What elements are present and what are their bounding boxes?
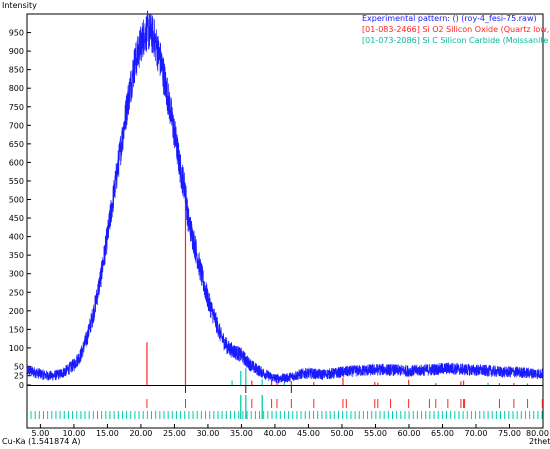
y-tick-label: 800	[9, 84, 24, 93]
legend-item-experimental: Experimental pattern: () (roy-4_fesi-75.…	[362, 14, 537, 23]
y-tick-label: 600	[9, 158, 24, 167]
x-tick-label: 45.00	[297, 429, 320, 438]
y-tick-label: 150	[9, 325, 24, 334]
x-tick-label: 20.00	[129, 429, 152, 438]
reference-sticks	[30, 386, 543, 419]
x-axis-title: 2theta	[529, 437, 550, 446]
x-tick-label: 40.00	[263, 429, 286, 438]
plot-frame	[26, 13, 544, 429]
x-end-label: 80.00	[526, 429, 549, 438]
y-tick-label: 350	[9, 251, 24, 260]
y-tick-label: 400	[9, 233, 24, 242]
y-tick-label: 250	[9, 288, 24, 297]
x-tick-label: 65.00	[431, 429, 454, 438]
x-tick-label: 25.00	[163, 429, 186, 438]
x-tick-label: 30.00	[196, 429, 219, 438]
y-tick-label: 450	[9, 214, 24, 223]
legend: Experimental pattern: () (roy-4_fesi-75.…	[362, 14, 550, 45]
x-tick-label: 55.00	[364, 429, 387, 438]
experimental-pattern-line	[26, 10, 544, 384]
y-tick-label: 25	[14, 372, 24, 381]
legend-item-silicon-oxide: [01-083-2466] Si O2 Silicon Oxide (Quart…	[362, 25, 550, 34]
x-tick-label: 70.00	[465, 429, 488, 438]
y-tick-label: 750	[9, 103, 24, 112]
y-tick-label: 50	[14, 362, 24, 371]
y-tick-label: 950	[9, 29, 24, 38]
x-tick-label: 75.00	[498, 429, 521, 438]
x-tick-label: 10.00	[62, 429, 85, 438]
y-tick-label: 850	[9, 66, 24, 75]
x-tick-label: 5.00	[31, 429, 49, 438]
x-axis: 5.00 10.00 15.00 20.00 25.00 30.00 35.00 40.00 4…	[31, 424, 521, 438]
wavelength-label: Cu-Ka (1.541874 A)	[2, 437, 81, 446]
y-tick-label: 500	[9, 196, 24, 205]
y-tick-label: 650	[9, 140, 24, 149]
y-tick-label: 300	[9, 270, 24, 279]
y-tick-label: 200	[9, 307, 24, 316]
y-tick-label: 0	[19, 381, 24, 390]
x-tick-label: 15.00	[96, 429, 119, 438]
legend-item-silicon-carbide: [01-073-2086] Si C Silicon Carbide (Mois…	[362, 36, 550, 45]
y-tick-label: 100	[9, 344, 24, 353]
y-tick-label: 550	[9, 177, 24, 186]
y-tick-label: 900	[9, 47, 24, 56]
y-tick-label: 700	[9, 121, 24, 130]
x-tick-label: 35.00	[230, 429, 253, 438]
x-tick-label: 60.00	[398, 429, 421, 438]
x-tick-label: 50.00	[331, 429, 354, 438]
y-axis-title: Intensity	[2, 1, 37, 10]
